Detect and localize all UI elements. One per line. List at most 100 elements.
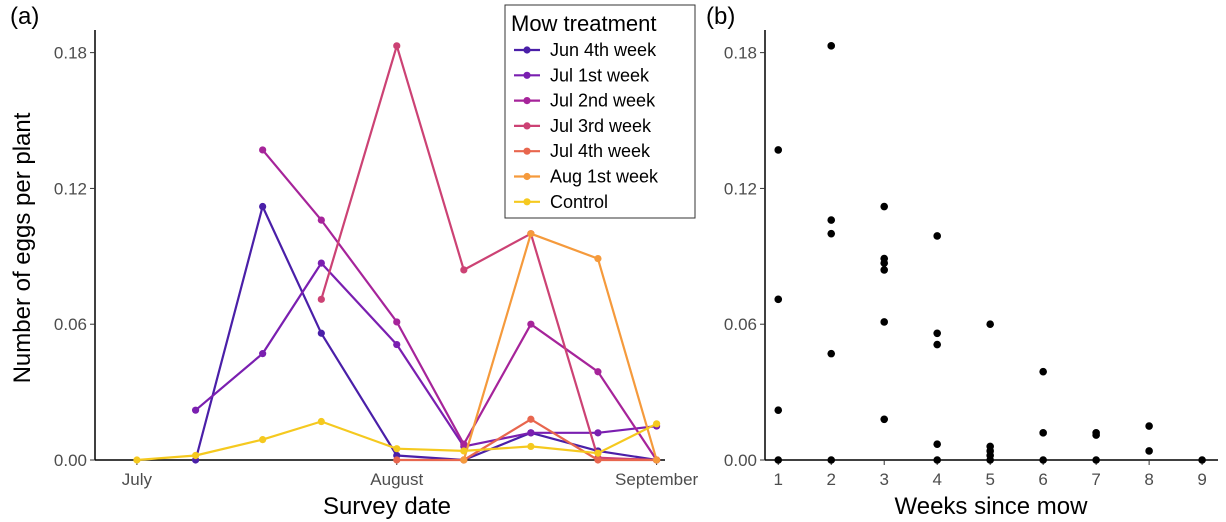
legend-key-point xyxy=(523,71,531,79)
series-point-6 xyxy=(594,449,602,457)
series-point-1 xyxy=(191,406,200,414)
legend-items: Jun 4th week Jul 1st week Jul 2nd week Jul … xyxy=(514,40,659,212)
series-point-5 xyxy=(527,230,535,238)
legend-label: Aug 1st week xyxy=(550,167,659,187)
scatter-point xyxy=(933,340,941,349)
series-point-6 xyxy=(191,451,200,460)
series-point-1 xyxy=(393,340,401,349)
scatter-point xyxy=(880,415,889,424)
panel-a-y-tick-label: 0.00 xyxy=(54,451,87,470)
scatter-point xyxy=(933,440,941,448)
scatter-point xyxy=(827,349,836,358)
scatter-point xyxy=(880,266,889,274)
scatter-point xyxy=(1092,431,1100,439)
series-point-3 xyxy=(393,42,401,50)
legend-label: Jul 4th week xyxy=(550,141,651,161)
series-point-1 xyxy=(594,429,602,437)
scatter-point xyxy=(933,329,941,338)
legend-title: Mow treatment xyxy=(511,11,657,36)
legend-key-point xyxy=(523,97,531,105)
panel-a-x-axis-title: Survey date xyxy=(323,493,451,520)
series-point-1 xyxy=(317,259,325,267)
panel-b-label: (b) xyxy=(706,3,735,30)
scatter-point xyxy=(774,406,783,415)
series-point-5 xyxy=(653,456,661,464)
legend-key-point xyxy=(523,147,531,155)
scatter-point xyxy=(1039,367,1047,376)
series-point-2 xyxy=(460,440,468,448)
panel-a-plot: 0.00 0.06 0.12 0.18 July August September xyxy=(54,30,699,489)
scatter-point xyxy=(880,202,889,211)
scatter-point xyxy=(986,456,994,464)
panel-a-y-axis-title: Number of eggs per plant xyxy=(9,112,36,383)
panel-b-x-tick-label: 5 xyxy=(985,470,994,489)
series-point-4 xyxy=(393,456,401,464)
legend-key-point xyxy=(523,46,531,54)
scatter-point xyxy=(933,456,941,464)
scatter-point xyxy=(827,42,836,50)
scatter-point xyxy=(880,318,889,326)
series-point-3 xyxy=(317,295,325,303)
scatter-point xyxy=(1092,456,1100,464)
scatter-point xyxy=(1145,447,1153,455)
panel-b-x-tick-label: 4 xyxy=(932,470,941,489)
scatter-point xyxy=(1145,422,1153,430)
series-line-0 xyxy=(194,205,657,462)
panel-b-x-tick-label: 1 xyxy=(774,470,783,489)
scatter-point xyxy=(1198,456,1206,464)
series-point-3 xyxy=(460,266,468,274)
series-point-2 xyxy=(317,216,325,224)
scatter-point xyxy=(774,295,783,304)
legend-box xyxy=(504,4,696,219)
scatter-point xyxy=(1039,429,1047,437)
scatter-point xyxy=(986,320,994,329)
panel-b-x-tick-label: 7 xyxy=(1091,470,1100,489)
panel-b-x-tick-label: 3 xyxy=(879,470,888,489)
series-point-6 xyxy=(259,436,267,444)
series-point-6 xyxy=(527,442,535,451)
panel-b-x-tick-label: 2 xyxy=(826,470,835,489)
series-point-6 xyxy=(133,456,141,464)
series-point-4 xyxy=(527,415,535,423)
scatter-point xyxy=(774,456,783,464)
legend-key-point xyxy=(523,198,531,206)
panel-a-x-tick-label: September xyxy=(615,470,698,489)
series-point-6 xyxy=(393,445,401,453)
series-point-0 xyxy=(259,202,267,211)
scatter-point xyxy=(827,216,836,224)
panel-a-x-tick-label: July xyxy=(122,470,153,489)
scatter-point xyxy=(880,259,889,267)
scatter-point xyxy=(827,456,836,464)
series-line-3 xyxy=(320,44,657,462)
series-point-6 xyxy=(653,420,661,428)
series-point-4 xyxy=(594,456,602,464)
legend-label: Jun 4th week xyxy=(550,40,657,60)
series-line-1 xyxy=(194,262,657,448)
legend-label: Jul 3rd week xyxy=(550,116,652,136)
series-point-2 xyxy=(527,320,535,328)
series-point-6 xyxy=(317,417,325,426)
panel-b-x-tick-label: 9 xyxy=(1197,470,1206,489)
panel-a-label: (a) xyxy=(10,3,39,30)
series-point-2 xyxy=(594,368,602,376)
panel-a-x-tick-label: August xyxy=(370,470,423,489)
series-line-5 xyxy=(462,232,658,461)
panel-b-y-tick-label: 0.00 xyxy=(724,451,757,470)
scatter-point xyxy=(933,232,941,240)
series-point-1 xyxy=(259,350,267,358)
series-point-5 xyxy=(594,254,602,263)
series-point-2 xyxy=(259,146,267,154)
series-point-5 xyxy=(460,456,468,464)
panel-b-plot: 0.00 0.06 0.12 0.18 1 2 3 4 5 6 7 8 9 xyxy=(724,30,1218,489)
series-point-6 xyxy=(460,447,468,455)
series-point-0 xyxy=(317,329,325,337)
panel-a-y-tick-label: 0.06 xyxy=(54,315,87,334)
panel-a-y-tick-label: 0.12 xyxy=(54,179,87,198)
panel-b-y-tick-label: 0.12 xyxy=(724,179,757,198)
scatter-point xyxy=(774,146,783,154)
legend-label: Jul 1st week xyxy=(550,65,650,85)
legend-label: Jul 2nd week xyxy=(550,91,656,111)
panel-a-y-tick-label: 0.18 xyxy=(54,44,87,63)
